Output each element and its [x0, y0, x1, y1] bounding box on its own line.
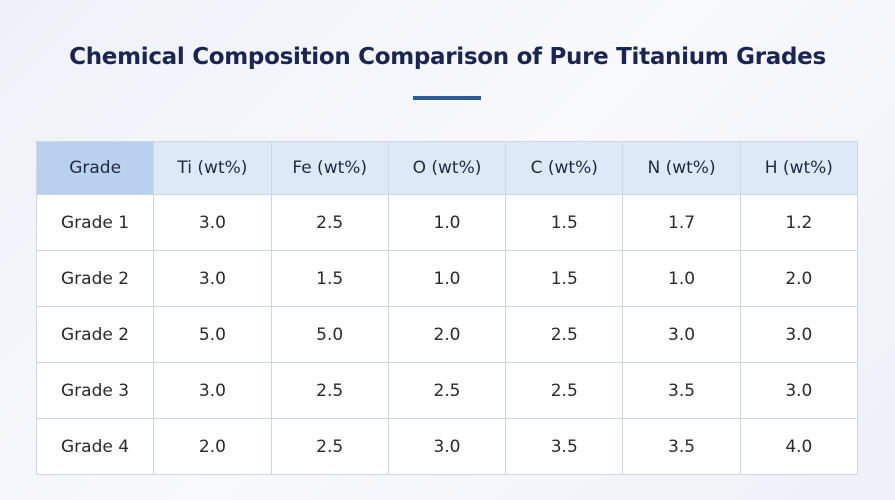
table-cell: 2.0	[387, 306, 507, 363]
table-cell: 3.5	[622, 418, 741, 475]
table-cell: 3.0	[387, 418, 507, 475]
table-row: Grade 4 2.0 2.5 3.0 3.5 3.5 4.0	[35, 418, 859, 475]
table-row: Grade 2 5.0 5.0 2.0 2.5 3.0 3.0	[35, 306, 859, 363]
table-cell: 1.5	[270, 250, 389, 307]
table-cell: 2.5	[270, 418, 389, 475]
table-cell: 3.5	[505, 418, 624, 475]
table-cell: 5.0	[153, 306, 272, 363]
row-label: Grade 2	[35, 250, 155, 307]
table-cell: 1.2	[739, 194, 859, 251]
row-label: Grade 2	[35, 306, 155, 363]
table-row: Grade 3 3.0 2.5 2.5 2.5 3.5 3.0	[35, 362, 859, 419]
table-cell: 2.5	[270, 194, 389, 251]
table-cell: 1.0	[387, 250, 507, 307]
table-cell: 2.5	[270, 362, 389, 419]
column-header: O (wt%)	[387, 141, 507, 195]
title: Chemical Composition Comparison of Pure …	[69, 44, 826, 70]
row-label: Grade 1	[35, 194, 155, 251]
column-header: H (wt%)	[739, 141, 859, 195]
column-header: N (wt%)	[622, 141, 741, 195]
table-cell: 2.0	[739, 250, 859, 307]
table-cell: 1.7	[622, 194, 741, 251]
table-cell: 2.0	[153, 418, 272, 475]
table-cell: 3.0	[739, 362, 859, 419]
column-header: Fe (wt%)	[270, 141, 389, 195]
title-underline	[413, 96, 481, 100]
table-cell: 1.0	[387, 194, 507, 251]
table-cell: 1.5	[505, 194, 624, 251]
table-row: Grade 2 3.0 1.5 1.0 1.5 1.0 2.0	[35, 250, 859, 307]
table-cell: 5.0	[270, 306, 389, 363]
table-cell: 1.0	[622, 250, 741, 307]
table-cell: 1.5	[505, 250, 624, 307]
composition-table: Grade Ti (wt%) Fe (wt%) O (wt%) C (wt%) N (wt…	[35, 141, 859, 475]
row-label: Grade 3	[35, 362, 155, 419]
row-label: Grade 4	[35, 418, 155, 475]
table-cell: 3.0	[153, 250, 272, 307]
table-body: Grade 1 3.0 2.5 1.0 1.5 1.7 1.2 Grade 2 3.0 1.5 1.…	[35, 194, 859, 475]
table-cell: 2.5	[387, 362, 507, 419]
table-cell: 2.5	[505, 362, 624, 419]
column-header: Grade	[35, 141, 155, 195]
table-cell: 2.5	[505, 306, 624, 363]
table-cell: 3.0	[739, 306, 859, 363]
table-cell: 3.5	[622, 362, 741, 419]
table-cell: 3.0	[153, 194, 272, 251]
table-cell: 4.0	[739, 418, 859, 475]
column-header: C (wt%)	[505, 141, 624, 195]
table-cell: 3.0	[622, 306, 741, 363]
table-row: Grade 1 3.0 2.5 1.0 1.5 1.7 1.2	[35, 194, 859, 251]
table-cell: 3.0	[153, 362, 272, 419]
header-row: Grade Ti (wt%) Fe (wt%) O (wt%) C (wt%) N (wt…	[35, 141, 859, 195]
column-header: Ti (wt%)	[153, 141, 272, 195]
